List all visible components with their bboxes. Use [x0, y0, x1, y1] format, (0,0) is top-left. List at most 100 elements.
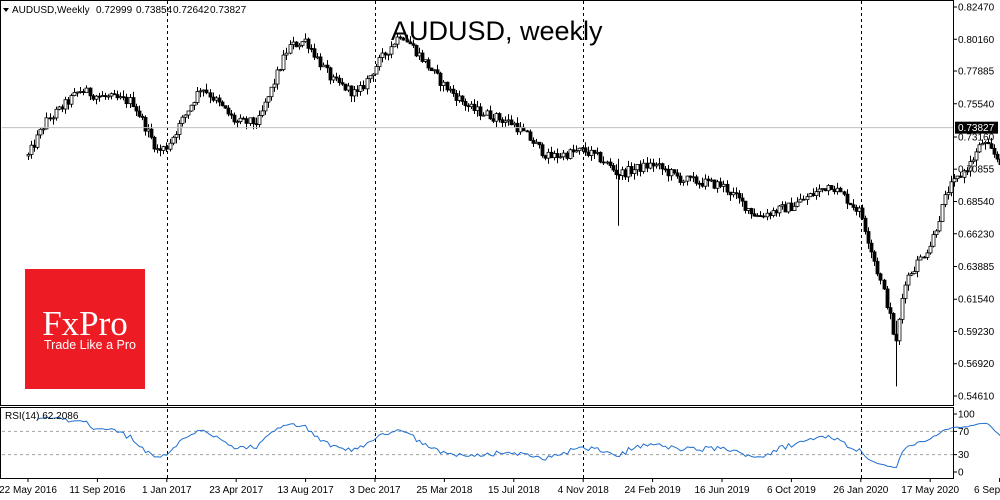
candle-bear [675, 172, 680, 177]
candle-bull [962, 170, 967, 178]
candle-bull [321, 64, 326, 68]
candle-bull [589, 149, 594, 156]
candle-bull [835, 187, 840, 193]
price-panel-frame [0, 0, 954, 406]
candle-bear [232, 114, 237, 123]
candle-bear [623, 169, 628, 178]
candle-bear [660, 163, 665, 170]
candle-bull [432, 69, 437, 72]
candle-bear [337, 77, 342, 84]
x-tick-label: 4 Nov 2018 [558, 485, 610, 496]
candle-bull [820, 188, 825, 190]
chart-menu-triangle-icon[interactable] [3, 8, 9, 12]
x-tick-label: 25 Mar 2018 [416, 485, 473, 496]
candle-bear [103, 95, 108, 98]
candle-bear [361, 85, 366, 90]
candle-bull [897, 318, 902, 342]
candle-bear [164, 146, 169, 150]
candle-bear [528, 131, 533, 141]
candle-bull [934, 230, 939, 235]
candle-bull [201, 89, 206, 92]
candle-bull [266, 96, 271, 103]
candle-bull [168, 142, 173, 150]
candle-bull [912, 271, 917, 274]
ohlc-open: 0.72999 [96, 5, 133, 16]
candle-bear [598, 151, 603, 163]
candle-bull [26, 154, 31, 157]
candle-bull [506, 119, 511, 122]
candle-bull [174, 134, 179, 138]
candle-bear [66, 99, 71, 105]
candle-bull [946, 192, 951, 196]
candle-bull [817, 188, 822, 193]
candle-bull [906, 274, 911, 286]
candle-bear [405, 39, 410, 43]
candle-bear [460, 95, 465, 102]
candle-bull [69, 95, 74, 105]
candle-bear [488, 110, 493, 120]
candle-bear [60, 106, 65, 110]
candle-bull [291, 41, 296, 46]
candle-bull [377, 57, 382, 68]
candle-bull [669, 169, 674, 177]
candle-bull [260, 110, 265, 116]
x-tick-label: 22 May 2016 [0, 485, 57, 496]
candle-bull [755, 215, 760, 217]
candle-bull [580, 147, 585, 150]
candle-bear [749, 208, 754, 215]
y-tick-label: 0.68540 [958, 197, 995, 208]
candle-bear [220, 101, 225, 107]
candle-bear [343, 83, 348, 91]
candle-bear [706, 178, 711, 182]
candle-bear [872, 251, 877, 262]
candle-bull [626, 166, 631, 178]
rsi-panel: 100 70 30 0 [2, 410, 1000, 479]
x-tick-label: 3 Dec 2017 [349, 485, 401, 496]
candle-bear [885, 288, 890, 309]
x-tick-label: 26 Jan 2020 [833, 485, 888, 496]
y-tick-label: 0.70855 [958, 165, 995, 176]
candle-bull [195, 91, 200, 103]
candle-bull [485, 110, 490, 116]
candle-bull [54, 108, 59, 119]
candle-bull [44, 117, 49, 130]
candle-bull [915, 259, 920, 272]
candle-bear [549, 151, 554, 159]
x-tick-label: 11 Sep 2016 [69, 485, 125, 496]
candle-bear [986, 142, 991, 145]
y-tick-label: 0.77885 [958, 67, 995, 78]
candle-bear [838, 187, 843, 193]
candle-bear [992, 147, 997, 155]
candle-bear [882, 279, 887, 290]
candle-bull [494, 113, 499, 122]
candle-bear [454, 93, 459, 101]
candle-bull [177, 123, 182, 135]
candle-bull [798, 198, 803, 203]
candle-bull [937, 221, 942, 232]
candle-bull [300, 41, 305, 46]
candle-bear [823, 188, 828, 192]
candle-bull [903, 284, 908, 299]
candle-bull [155, 148, 160, 151]
candle-bear [860, 207, 865, 219]
last-price-label: 0.73827 [958, 123, 995, 134]
candle-bull [952, 178, 957, 183]
x-tick-label: 13 Aug 2017 [278, 485, 335, 496]
candle-bear [251, 117, 256, 125]
candle-bear [678, 175, 683, 183]
candle-bull [380, 52, 385, 58]
candle-bull [128, 97, 133, 105]
candle-bear [743, 200, 748, 211]
candle-bear [854, 207, 859, 212]
ohlc-high: 0.73854 [136, 5, 173, 16]
candle-bull [826, 185, 831, 192]
candle-bear [426, 59, 431, 69]
candle-bull [777, 205, 782, 214]
candle-bull [805, 196, 810, 201]
candle-bear [734, 192, 739, 195]
candle-bear [728, 191, 733, 196]
candle-bull [365, 78, 370, 90]
candle-bear [445, 81, 450, 91]
rsi-panel-frame [0, 407, 954, 479]
candle-bull [968, 161, 973, 172]
